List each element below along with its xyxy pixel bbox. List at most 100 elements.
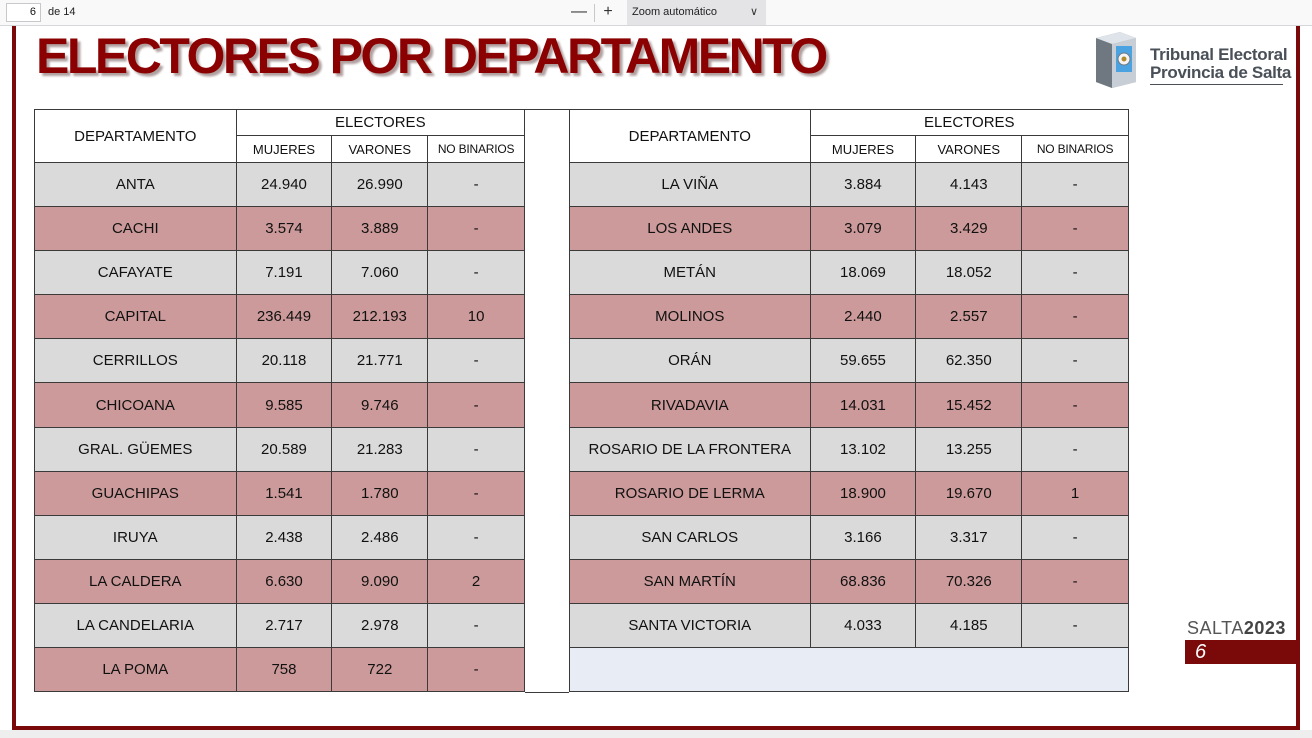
cell-varones: 21.771 (331, 338, 429, 384)
table-gap (525, 109, 569, 693)
cell-mujeres: 758 (235, 647, 333, 693)
cell-no-binarios: 1 (1021, 470, 1129, 516)
cell-varones: 722 (331, 647, 429, 693)
table-row: IRUYA 2.438 2.486- (34, 514, 525, 560)
cell-varones: 3.429 (915, 206, 1023, 252)
header-electores: ELECTORES (235, 109, 526, 136)
table-row: ORÁN 59.655 62.350- (569, 338, 1129, 384)
cell-varones: 7.060 (331, 250, 429, 296)
table-row: ROSARIO DE LA FRONTERA 13.102 13.255- (569, 426, 1129, 472)
cell-mujeres: 7.191 (235, 250, 333, 296)
cell-varones: 3.317 (915, 514, 1023, 560)
cell-varones: 19.670 (915, 470, 1023, 516)
toolbar-separator (594, 4, 595, 22)
cell-varones: 2.978 (331, 602, 429, 649)
salta-2023-brand: SALTA2023 (1187, 618, 1286, 639)
cell-no-binarios: - (427, 338, 525, 384)
table-row: RIVADAVIA 14.031 15.452- (569, 382, 1129, 428)
page-title: ELECTORES POR DEPARTAMENTO (36, 28, 828, 84)
cell-varones: 21.283 (331, 426, 429, 472)
zoom-in-button[interactable]: + (603, 3, 613, 20)
cell-departamento: LA CALDERA (34, 558, 237, 604)
table-row: ANTA 24.940 26.990- (34, 161, 525, 208)
cell-varones: 2.486 (331, 514, 429, 560)
empty-cell (569, 647, 1129, 693)
cell-departamento: LOS ANDES (569, 206, 811, 252)
page-bottom-shade (0, 730, 1312, 738)
cell-no-binarios: - (427, 206, 525, 252)
pdf-toolbar: 6 de 14 — + Zoom automático ∨ (0, 0, 1312, 26)
cell-varones: 212.193 (331, 294, 429, 340)
cell-departamento: CAFAYATE (34, 250, 237, 296)
table-row: GRAL. GÜEMES 20.589 21.283- (34, 426, 525, 472)
page-number-input[interactable]: 6 (6, 3, 41, 22)
cell-no-binarios: - (1021, 602, 1129, 649)
logo-line-2: Provincia de Salta (1150, 63, 1292, 82)
cell-no-binarios: - (1021, 294, 1129, 340)
cell-mujeres: 3.574 (235, 206, 333, 252)
header-no-binarios: NO BINARIOS (427, 135, 525, 163)
cell-varones: 26.990 (331, 161, 429, 208)
zoom-select[interactable]: Zoom automático ∨ (627, 0, 766, 25)
cell-mujeres: 3.166 (809, 514, 917, 560)
cell-mujeres: 2.440 (809, 294, 917, 340)
cell-departamento: LA VIÑA (569, 161, 811, 208)
cell-varones: 15.452 (915, 382, 1023, 428)
cell-varones: 9.746 (331, 382, 429, 428)
cell-departamento: CERRILLOS (34, 338, 237, 384)
cell-no-binarios: - (427, 382, 525, 428)
header-electores: ELECTORES (809, 109, 1130, 136)
table-row: ROSARIO DE LERMA 18.900 19.670 1 (569, 470, 1129, 516)
header-departamento: DEPARTAMENTO (34, 109, 237, 163)
table-row: LA POMA 758 722- (34, 647, 525, 693)
electores-table-right: DEPARTAMENTO ELECTORES MUJERES VARONES N… (569, 109, 1130, 693)
page-badge-number: 6 (1195, 641, 1207, 663)
table-row: CAFAYATE 7.191 7.060- (34, 250, 525, 296)
cell-varones: 62.350 (915, 338, 1023, 384)
cell-varones: 13.255 (915, 426, 1023, 472)
cell-varones: 18.052 (915, 250, 1023, 296)
cell-departamento: LA POMA (34, 647, 237, 693)
table-row: CERRILLOS 20.118 21.771- (34, 338, 525, 384)
brand-year: 2023 (1243, 618, 1286, 638)
cell-departamento: ORÁN (569, 338, 811, 384)
cell-departamento: ROSARIO DE LERMA (569, 470, 811, 516)
header-varones: VARONES (331, 135, 429, 163)
zoom-out-button[interactable]: — (571, 3, 587, 20)
cell-departamento: GRAL. GÜEMES (34, 426, 237, 472)
cell-no-binarios: - (1021, 206, 1129, 252)
page-total-label: de 14 (48, 6, 76, 18)
cell-varones: 4.143 (915, 161, 1023, 208)
cell-no-binarios: 2 (427, 558, 525, 604)
header-no-binarios: NO BINARIOS (1021, 135, 1129, 163)
brand-salta: SALTA (1187, 618, 1244, 638)
header-mujeres: MUJERES (235, 135, 333, 163)
cell-mujeres: 14.031 (809, 382, 917, 428)
cell-no-binarios: - (1021, 426, 1129, 472)
cell-no-binarios: 10 (427, 294, 525, 340)
cell-no-binarios: - (427, 602, 525, 649)
cell-mujeres: 9.585 (235, 382, 333, 428)
table-row: MOLINOS 2.440 2.557- (569, 294, 1129, 340)
cell-mujeres: 6.630 (235, 558, 333, 604)
cell-no-binarios: - (1021, 382, 1129, 428)
cell-mujeres: 2.717 (235, 602, 333, 649)
logo-underline (1150, 84, 1283, 85)
cell-varones: 1.780 (331, 470, 429, 516)
table-row: CAPITAL 236.449 212.193 10 (34, 294, 525, 340)
cell-no-binarios: - (1021, 338, 1129, 384)
cell-departamento: MOLINOS (569, 294, 811, 340)
cell-mujeres: 24.940 (235, 161, 333, 208)
cell-departamento: SANTA VICTORIA (569, 602, 811, 649)
tribunal-logo-icon (1090, 30, 1138, 90)
cell-mujeres: 1.541 (235, 470, 333, 516)
cell-mujeres: 20.589 (235, 426, 333, 472)
cell-departamento: RIVADAVIA (569, 382, 811, 428)
cell-no-binarios: - (1021, 250, 1129, 296)
cell-no-binarios: - (427, 161, 525, 208)
cell-departamento: LA CANDELARIA (34, 602, 237, 649)
table-row: SANTA VICTORIA 4.033 4.185- (569, 602, 1129, 649)
table-row: LA VIÑA 3.884 4.143- (569, 161, 1129, 208)
cell-mujeres: 18.900 (809, 470, 917, 516)
table-row: CHICOANA 9.585 9.746- (34, 382, 525, 428)
